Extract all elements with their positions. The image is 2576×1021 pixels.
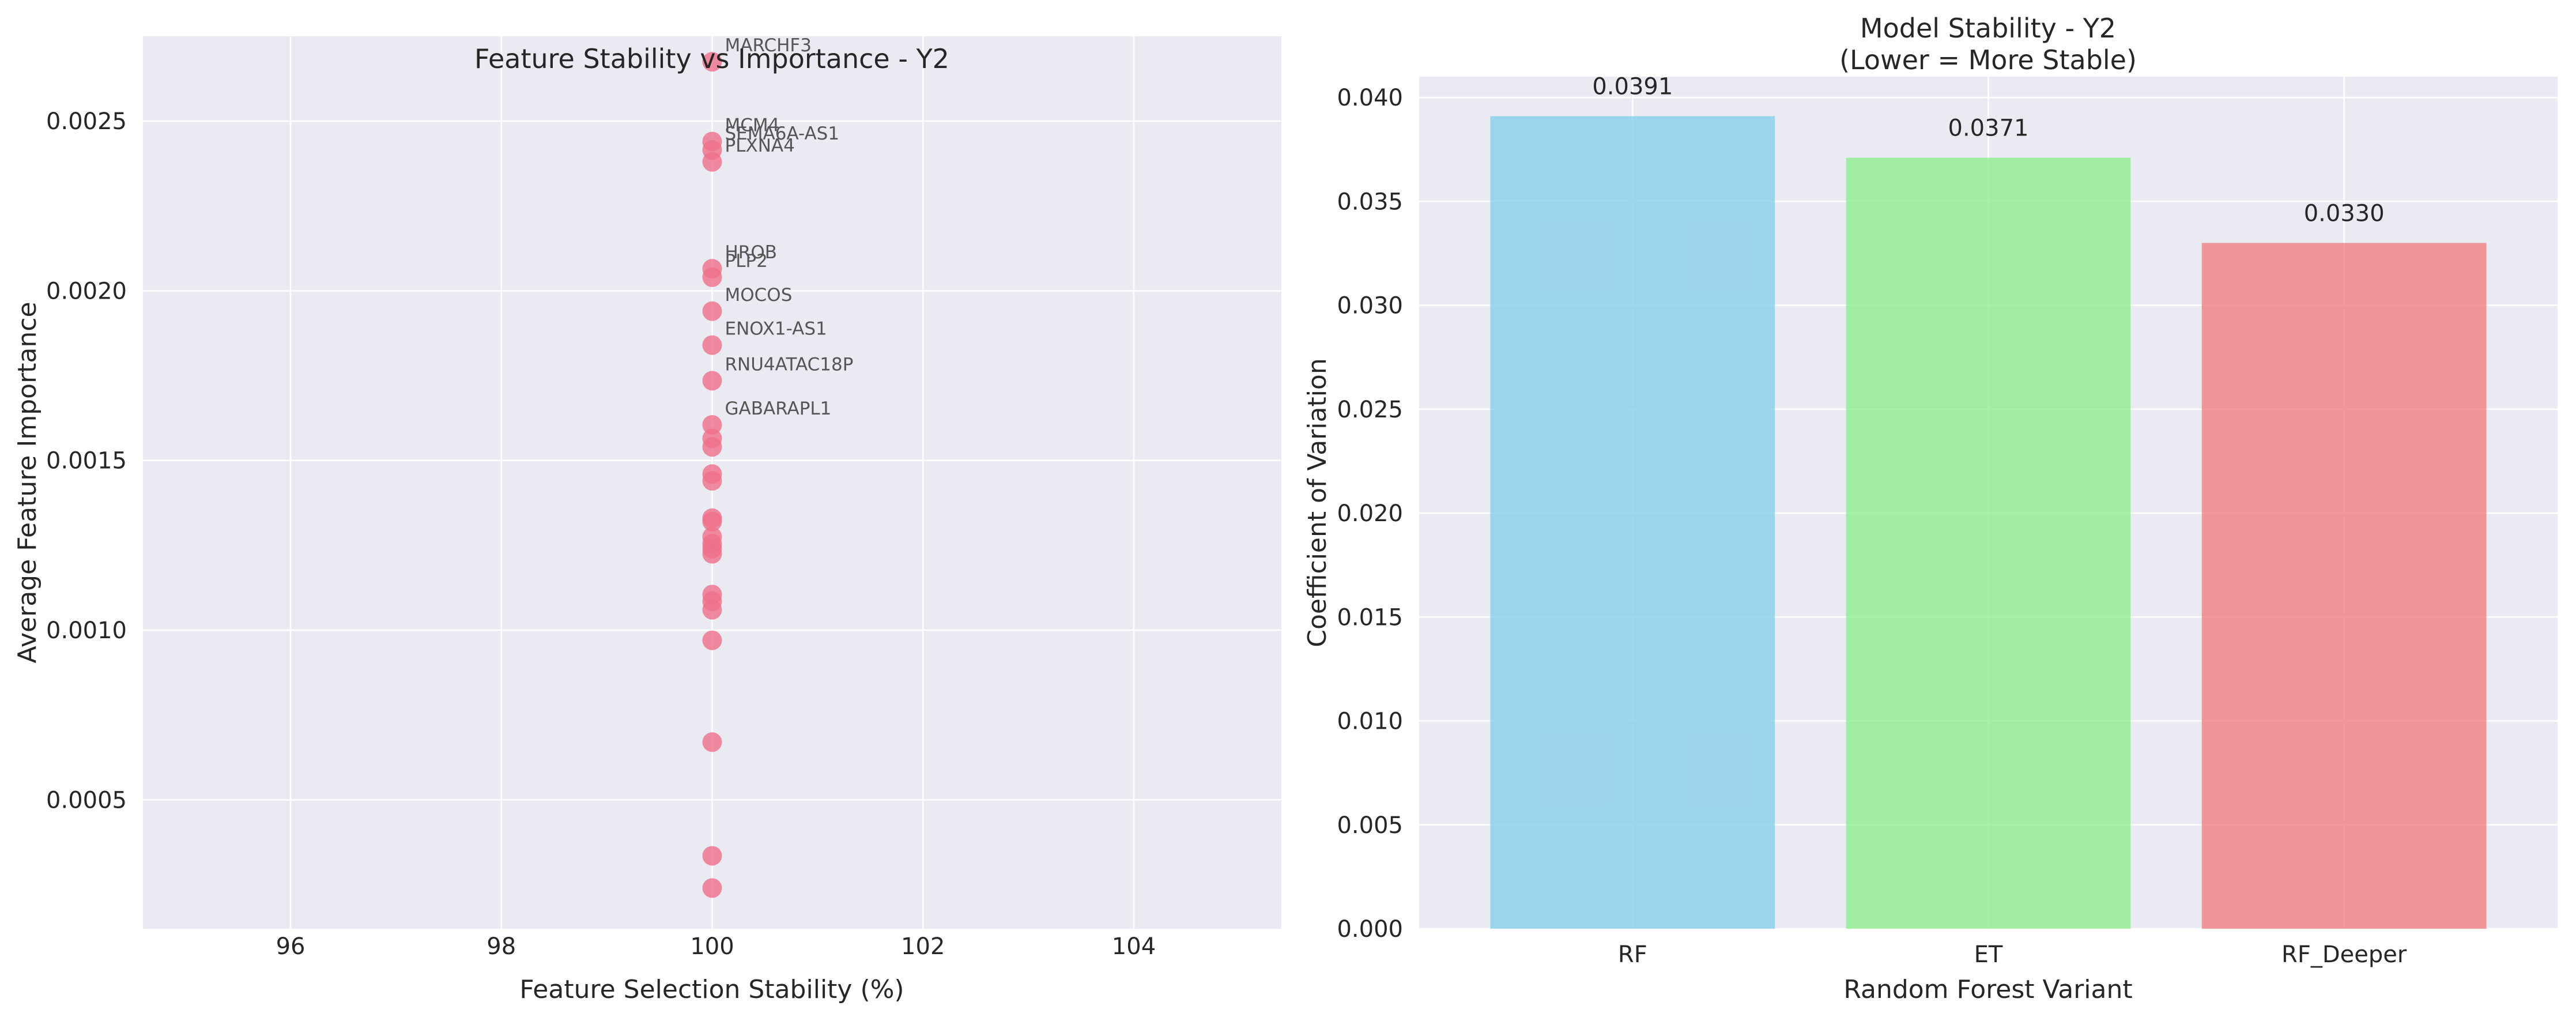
- scatter-y-ticks: 0.0005 0.0010 0.0015 0.0020 0.0025: [46, 108, 127, 813]
- bar-y-tick-label: 0.000: [1337, 916, 1403, 943]
- scatter-annotation: RNU4ATAC18P: [725, 354, 854, 375]
- scatter-y-tick-label: 0.0005: [46, 787, 127, 813]
- bar-y-tick-label: 0.030: [1337, 293, 1403, 319]
- scatter-y-axis-label: Average Feature Importance: [13, 302, 42, 663]
- scatter-x-tick-label: 98: [486, 933, 516, 960]
- scatter-annotation: MARCHF3: [725, 35, 812, 56]
- bar-data-labels: 0.0391 0.0371 0.0330: [1592, 73, 2384, 227]
- scatter-annotation: PLP2: [725, 251, 768, 272]
- scatter-y-tick-label: 0.0010: [46, 617, 127, 644]
- scatter-y-tick-label: 0.0015: [46, 448, 127, 474]
- bar-x-tick-label: RF_Deeper: [2281, 941, 2407, 968]
- scatter-x-tick-label: 96: [276, 933, 306, 960]
- scatter-annotation: ENOX1-AS1: [725, 319, 827, 340]
- bar-title-line-1: Model Stability - Y2: [1860, 13, 2116, 44]
- bar-data-label: 0.0330: [2304, 200, 2385, 227]
- bar-y-tick-label: 0.020: [1337, 500, 1403, 527]
- bar-y-tick-label: 0.035: [1337, 189, 1403, 215]
- bar-x-tick-label: ET: [1974, 941, 2003, 968]
- bar-rf: [1490, 116, 1775, 929]
- scatter-annotation: HROB: [725, 242, 778, 263]
- bar-x-ticks: RF ET RF_Deeper: [1618, 941, 2407, 968]
- scatter-point: [702, 878, 722, 898]
- scatter-point: [702, 52, 722, 72]
- bar-y-tick-label: 0.010: [1337, 709, 1403, 735]
- bar-data-label: 0.0371: [1948, 115, 2029, 142]
- scatter-point: [702, 732, 722, 752]
- scatter-x-axis-label: Feature Selection Stability (%): [519, 975, 904, 1004]
- bar-bars: [1490, 116, 2487, 929]
- scatter-point: [702, 630, 722, 650]
- scatter-annotation: PLXNA4: [725, 135, 795, 156]
- bar-rf-deeper: [2201, 243, 2487, 929]
- scatter-x-tick-label: 102: [901, 933, 945, 960]
- scatter-point: [702, 335, 722, 355]
- bar-data-label: 0.0391: [1592, 73, 1673, 100]
- bar-y-tick-label: 0.025: [1337, 397, 1403, 423]
- scatter-point: [702, 544, 722, 564]
- scatter-point: [702, 301, 722, 321]
- scatter-points: [702, 52, 722, 898]
- scatter-point: [702, 371, 722, 391]
- scatter-annotation: MCM4: [725, 115, 780, 135]
- scatter-y-tick-label: 0.0025: [46, 108, 127, 135]
- scatter-point: [702, 471, 722, 491]
- bar-y-axis-label: Coefficient of Variation: [1303, 358, 1332, 647]
- bar-et: [1846, 157, 2131, 929]
- scatter-annotation: SEMA6A-AS1: [725, 123, 840, 144]
- scatter-point: [702, 846, 722, 866]
- bar-y-tick-label: 0.015: [1337, 604, 1403, 631]
- scatter-annotation: MOCOS: [725, 285, 793, 306]
- scatter-point: [702, 267, 722, 287]
- scatter-x-tick-label: 104: [1112, 933, 1156, 960]
- bar-x-tick-label: RF: [1618, 941, 1647, 968]
- scatter-point: [702, 415, 722, 435]
- scatter-x-tick-label: 100: [690, 933, 734, 960]
- scatter-point: [702, 600, 722, 620]
- scatter-point: [702, 511, 722, 532]
- scatter-title: Feature Stability vs Importance - Y2: [474, 43, 949, 74]
- scatter-annotation: GABARAPL1: [725, 398, 832, 419]
- bar-title-line-2: (Lower = More Stable): [1839, 44, 2137, 76]
- bar-y-tick-label: 0.040: [1337, 85, 1403, 111]
- scatter-y-tick-label: 0.0020: [46, 278, 127, 304]
- scatter-point: [702, 152, 722, 172]
- bar-y-ticks: 0.000 0.005 0.010 0.015 0.020 0.025 0.030 0.035…: [1337, 85, 1403, 943]
- bar-y-tick-label: 0.005: [1337, 812, 1403, 839]
- scatter-x-ticks: 96 98 100 102 104: [276, 933, 1156, 960]
- scatter-point: [702, 437, 722, 457]
- bar-x-axis-label: Random Forest Variant: [1843, 975, 2132, 1004]
